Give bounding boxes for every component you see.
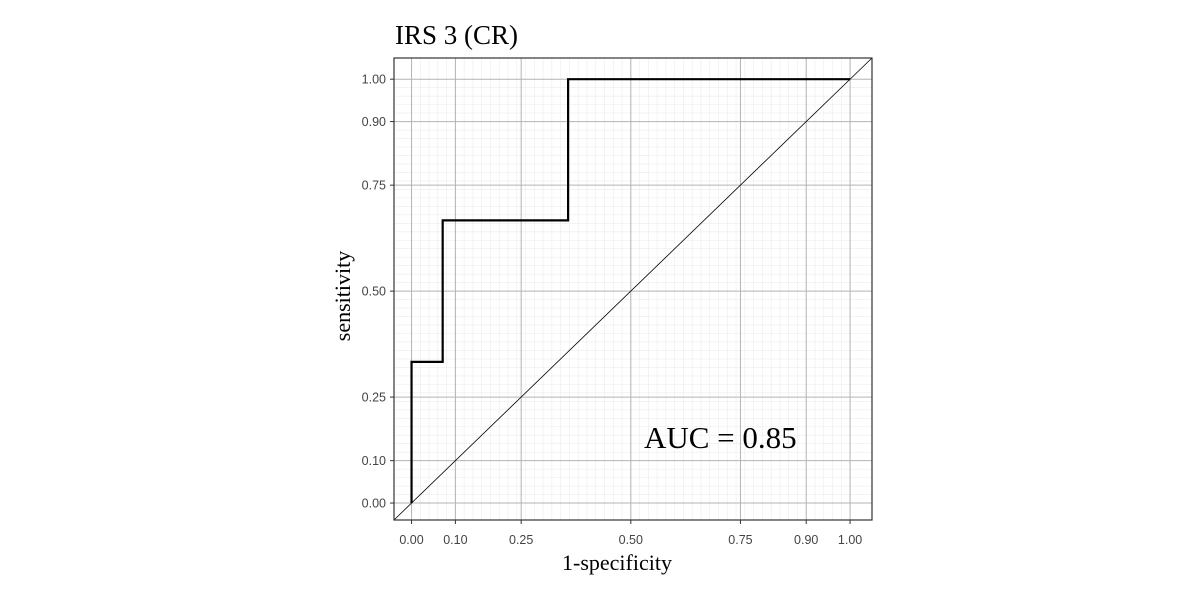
y-axis-title: sensitivity — [330, 251, 355, 341]
x-tick-label: 0.75 — [728, 533, 752, 547]
plot-border-rect — [393, 57, 873, 521]
y-tick-label: 0.90 — [362, 115, 386, 129]
tick-labels: 0.00 0.10 0.25 0.50 0.75 0.90 1.00 0.00 0.10 0.25… — [362, 73, 863, 547]
y-tick-label: 0.75 — [362, 179, 386, 193]
x-tick-label: 0.50 — [619, 533, 643, 547]
plot-border — [393, 57, 873, 521]
grid-lines — [394, 58, 872, 520]
y-tick-label: 0.50 — [362, 285, 386, 299]
reference-diagonal-line — [393, 57, 873, 521]
x-tick-label: 1.00 — [838, 533, 862, 547]
x-tick-label: 0.10 — [443, 533, 467, 547]
x-tick-label: 0.00 — [399, 533, 423, 547]
y-tick-label: 1.00 — [362, 73, 386, 87]
y-tick-label: 0.10 — [362, 454, 386, 468]
x-tick-label: 0.90 — [794, 533, 818, 547]
annotations: AUC = 0.85 — [644, 420, 797, 455]
y-tick-label: 0.00 — [362, 497, 386, 511]
roc-curve-line — [410, 78, 851, 504]
series-layer — [393, 57, 873, 521]
x-tick-label: 0.25 — [509, 533, 533, 547]
chart-title: IRS 3 (CR) — [395, 20, 518, 50]
x-axis-title: 1-specificity — [562, 550, 672, 575]
auc-annotation: AUC = 0.85 — [644, 420, 797, 455]
y-tick-label: 0.25 — [362, 391, 386, 405]
